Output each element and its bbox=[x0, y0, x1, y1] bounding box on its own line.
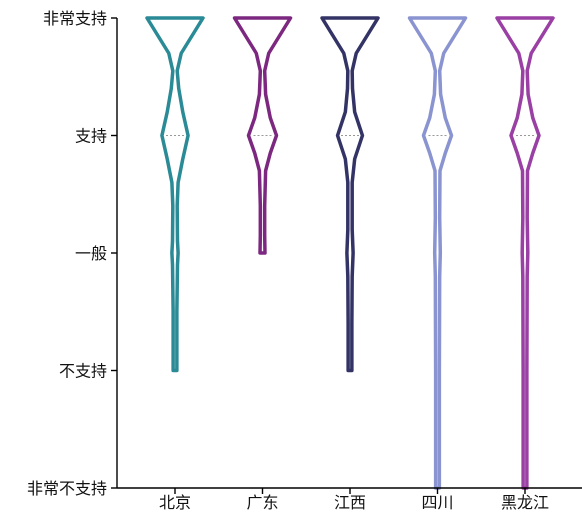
x-tick-label: 北京 bbox=[159, 493, 191, 512]
y-axis-ticks: 非常不支持 不支持 一般 支持 非常支持 bbox=[27, 9, 117, 498]
y-tick-label: 非常支持 bbox=[43, 9, 107, 28]
y-tick-label: 一般 bbox=[75, 244, 107, 263]
x-tick-label: 江西 bbox=[334, 493, 366, 512]
violin-layer bbox=[145, 16, 555, 490]
x-tick-label: 黑龙江 bbox=[501, 493, 549, 512]
violin-江西 bbox=[320, 16, 380, 373]
x-axis-ticks: 北京 广东 江西 四川 黑龙江 bbox=[159, 488, 549, 512]
x-tick-label: 广东 bbox=[246, 493, 278, 512]
y-tick-label: 支持 bbox=[75, 127, 107, 146]
y-tick-label: 不支持 bbox=[59, 362, 107, 381]
x-tick-label: 四川 bbox=[421, 493, 453, 512]
violin-四川 bbox=[407, 16, 468, 490]
violin-北京 bbox=[145, 16, 205, 373]
violin-黑龙江 bbox=[495, 16, 555, 490]
y-tick-label: 非常不支持 bbox=[27, 479, 107, 498]
